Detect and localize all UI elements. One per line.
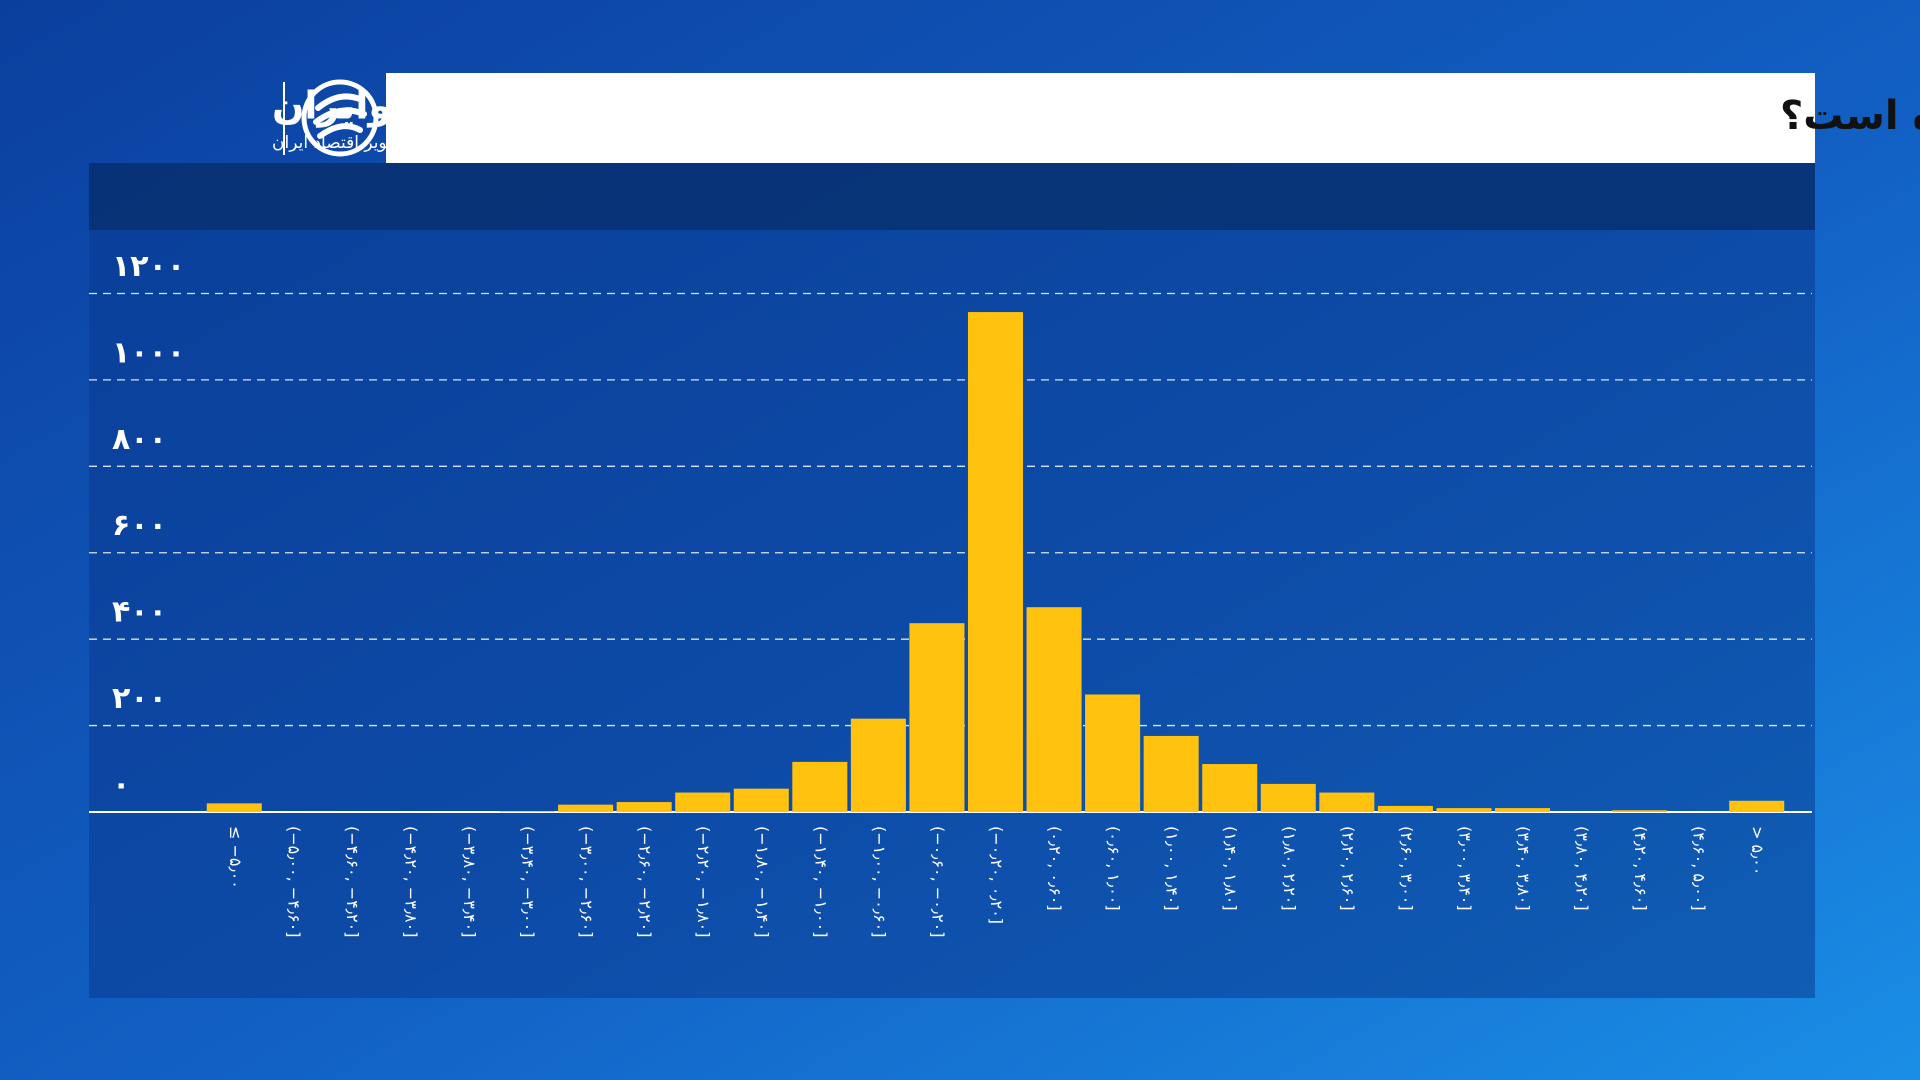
y-tick-label: ۸۰۰ bbox=[112, 422, 167, 457]
x-tick-label: (−۳٫۸۰, −۳٫۴۰] bbox=[460, 826, 479, 937]
bar bbox=[1143, 735, 1199, 812]
x-tick-label: (۴٫۲۰, ۴٫۶۰] bbox=[1631, 826, 1650, 911]
bar bbox=[499, 811, 555, 812]
x-tick-label: (۳٫۴۰, ۳٫۸۰] bbox=[1514, 826, 1533, 911]
plot-panel bbox=[89, 163, 1815, 998]
x-tick-label: (−۰٫۶۰, −۰٫۲۰] bbox=[928, 826, 947, 937]
x-tick-label: (۱٫۴۰, ۱٫۸۰] bbox=[1221, 826, 1240, 911]
bar bbox=[1319, 792, 1375, 812]
bar bbox=[558, 804, 614, 812]
bar bbox=[792, 761, 848, 812]
x-tick-label: (۰٫۲۰, ۰٫۶۰] bbox=[1046, 826, 1065, 911]
bar bbox=[1377, 805, 1433, 812]
x-tick-label: (−۱٫۸۰, −۱٫۴۰] bbox=[753, 826, 772, 937]
x-tick-label: (−۲٫۶۰, −۲٫۲۰] bbox=[636, 826, 655, 937]
y-tick-label: ۶۰۰ bbox=[112, 508, 167, 543]
panel-band bbox=[89, 163, 1815, 230]
x-tick-label: (۱٫۸۰, ۲٫۲۰] bbox=[1280, 826, 1299, 911]
brand-name: اکوایران bbox=[272, 84, 427, 128]
x-tick-label: (−۳٫۴۰, −۳٫۰۰] bbox=[519, 826, 538, 937]
bar bbox=[1729, 800, 1785, 812]
x-tick-label: (−۳٫۰۰, −۲٫۶۰] bbox=[577, 826, 596, 937]
bar bbox=[850, 718, 906, 812]
bar bbox=[1612, 810, 1668, 812]
y-tick-label: ۰ bbox=[112, 768, 130, 803]
bar bbox=[1260, 783, 1316, 812]
x-tick-label: (−۴٫۲۰, −۳٫۸۰] bbox=[401, 826, 420, 937]
x-tick-label: (۳٫۸۰, ۴٫۲۰] bbox=[1573, 826, 1592, 911]
x-tick-label: (−۵٫۰۰, −۴٫۶۰] bbox=[284, 826, 303, 937]
bar bbox=[616, 802, 672, 812]
bar bbox=[1494, 808, 1551, 812]
y-tick-label: ۱۲۰۰ bbox=[112, 249, 185, 284]
logo-ring bbox=[301, 79, 379, 157]
bar bbox=[1202, 764, 1258, 812]
bar bbox=[733, 788, 789, 812]
x-tick-label: (۳٫۰۰, ۳٫۴۰] bbox=[1455, 826, 1474, 911]
x-tick-label: (−۴٫۶۰, −۴٫۲۰] bbox=[343, 826, 362, 937]
x-tick-label: (۱٫۰۰, ۱٫۴۰] bbox=[1163, 826, 1182, 911]
y-tick-label: ۴۰۰ bbox=[112, 595, 167, 630]
bar bbox=[1436, 808, 1492, 812]
x-tick-label: (−۱٫۰۰, −۰٫۶۰] bbox=[870, 826, 889, 937]
logo-mark bbox=[313, 93, 367, 139]
bar bbox=[206, 803, 262, 812]
bar bbox=[1085, 694, 1141, 812]
x-tick-label: (۲٫۲۰, ۲٫۶۰] bbox=[1338, 826, 1357, 911]
logo: اکوایران تصویر اقتصاد ایران bbox=[272, 79, 427, 157]
title-bar bbox=[386, 73, 1815, 163]
y-tick-label: ۱۰۰۰ bbox=[112, 335, 185, 370]
bar bbox=[675, 792, 731, 812]
x-tick-label: (−۱٫۴۰, −۱٫۰۰] bbox=[811, 826, 830, 937]
x-tick-label: (۴٫۶۰, ۵٫۰۰] bbox=[1690, 826, 1709, 911]
bar bbox=[1026, 607, 1082, 812]
bar bbox=[967, 312, 1024, 812]
x-tick-label: (−۲٫۲۰, −۱٫۸۰] bbox=[694, 826, 713, 937]
y-tick-label: ۲۰۰ bbox=[112, 681, 167, 716]
brand-tagline: تصویر اقتصاد ایران bbox=[272, 133, 407, 153]
x-tick-label: (−۰٫۲۰, ۰٫۲۰] bbox=[987, 826, 1006, 924]
x-tick-label: ≤ −۵٫۰۰ bbox=[226, 826, 245, 889]
x-tick-label: > ۵٫۰۰ bbox=[1748, 826, 1767, 875]
bar bbox=[909, 623, 965, 812]
x-tick-label: (۲٫۶۰, ۳٫۰۰] bbox=[1397, 826, 1416, 911]
x-tick-label: (۰٫۶۰, ۱٫۰۰] bbox=[1104, 826, 1123, 911]
chart-title: نوسانات روزانه نرخ دلار در یک دهه اخیر ب… bbox=[1780, 93, 1920, 139]
